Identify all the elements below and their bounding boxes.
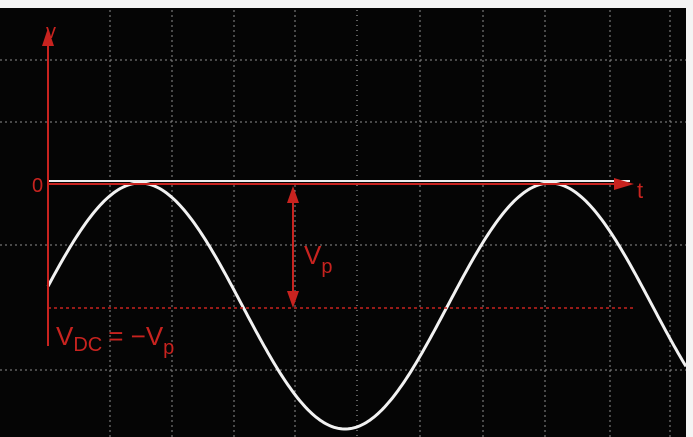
t-axis-arrow xyxy=(614,178,634,190)
vdc-sub: DC xyxy=(73,334,102,356)
origin-label: 0 xyxy=(32,175,43,197)
vdc-equals: = −V xyxy=(108,321,164,351)
vdc-main: V xyxy=(56,321,74,351)
vdc-sub2: p xyxy=(163,337,174,359)
vp-sub: p xyxy=(321,256,332,278)
graticule xyxy=(0,10,686,437)
vp-arrow-down xyxy=(287,291,299,308)
v-axis-label: v xyxy=(46,21,56,43)
vdc-label: VDC = −Vp xyxy=(56,321,174,359)
right-border xyxy=(686,0,693,437)
t-axis-label: t xyxy=(637,178,643,203)
vp-main: V xyxy=(304,240,322,270)
v-axis-arrow xyxy=(42,28,54,46)
top-border xyxy=(0,0,693,8)
sine-trace xyxy=(46,181,688,431)
vp-arrow-up xyxy=(287,186,299,203)
vp-label: Vp xyxy=(304,240,332,278)
